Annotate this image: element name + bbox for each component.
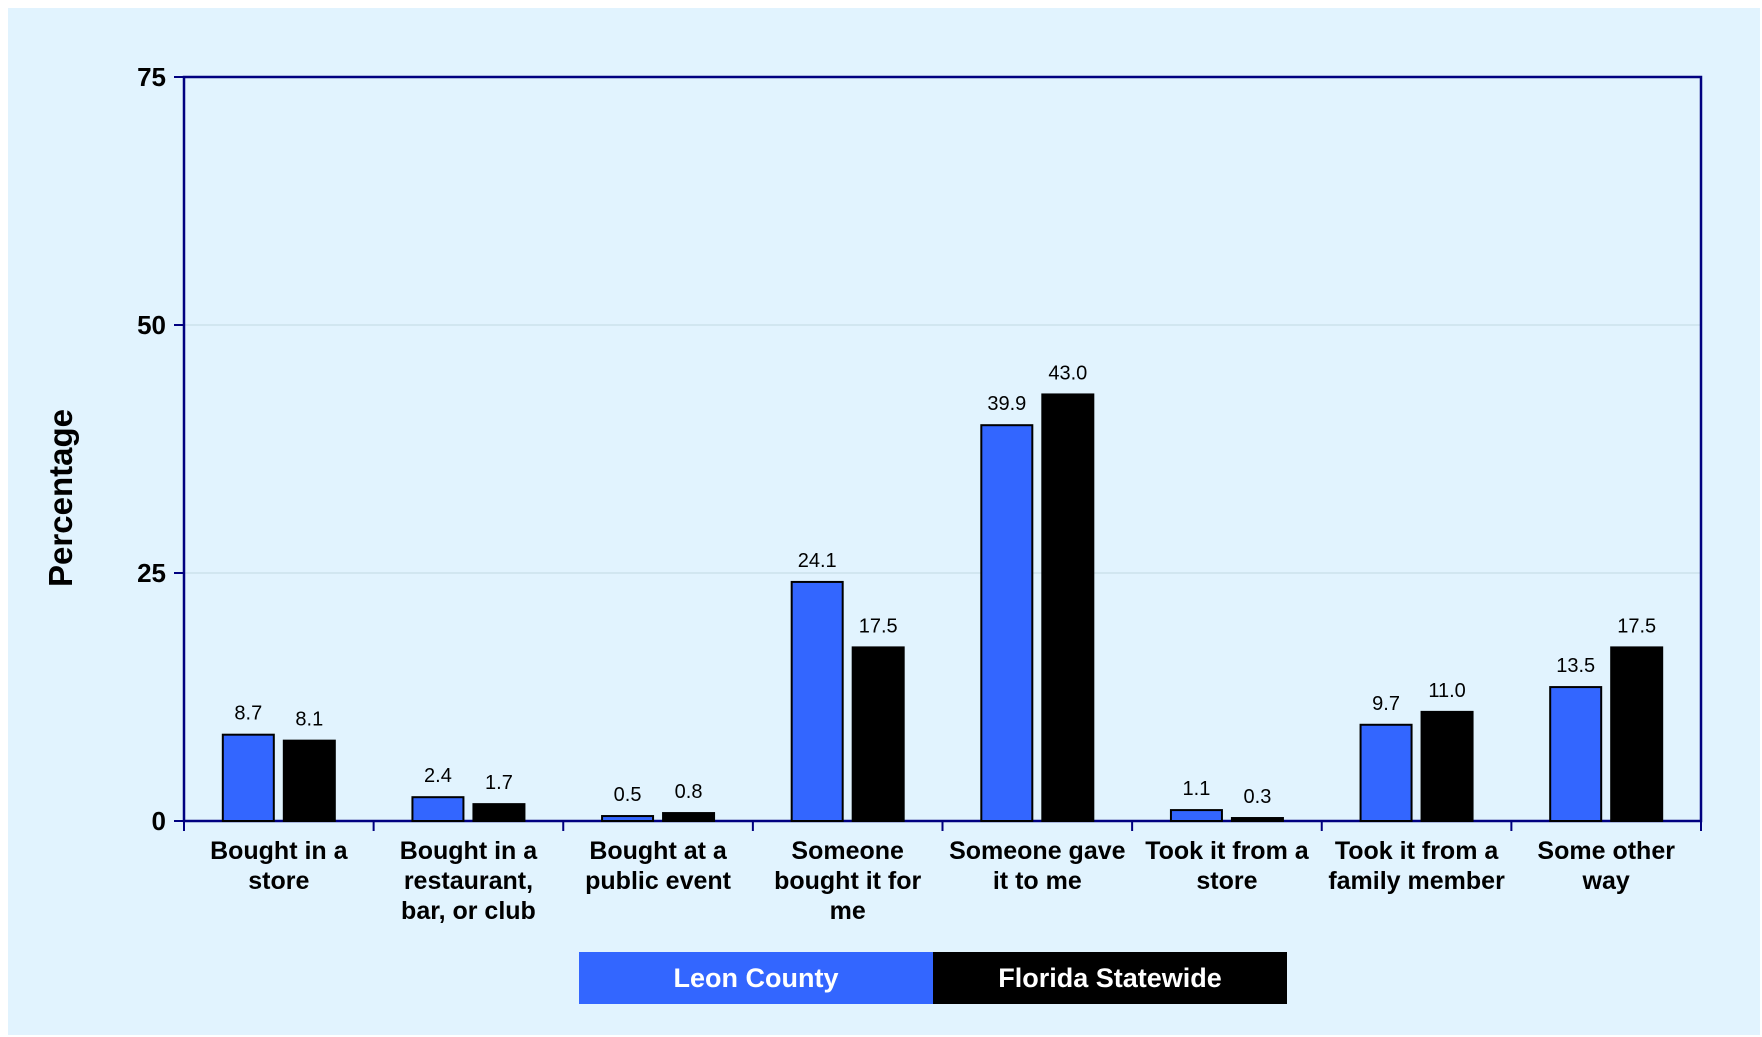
- bar: [472, 803, 526, 822]
- bar: [411, 796, 465, 823]
- data-label: 17.5: [1617, 615, 1656, 637]
- data-label: 0.8: [675, 781, 703, 803]
- y-tick-label: 25: [137, 558, 166, 588]
- data-label: 17.5: [859, 615, 898, 637]
- category-label-line: Bought in a: [400, 837, 539, 865]
- category-label-line: store: [248, 867, 309, 895]
- category-label-line: Someone: [791, 837, 904, 865]
- data-label: 2.4: [424, 765, 452, 787]
- y-tick-label: 50: [137, 310, 166, 340]
- bar: [221, 733, 275, 822]
- category-label-line: store: [1196, 867, 1257, 895]
- y-tick-labels: 0 25 50 75: [137, 62, 184, 836]
- bar: [980, 424, 1034, 822]
- bar: [1041, 393, 1095, 822]
- bar: [1359, 723, 1413, 822]
- category-label-line: Took it from a: [1335, 837, 1500, 865]
- bar: [1169, 809, 1223, 823]
- bar: [1230, 817, 1284, 822]
- bar: [851, 646, 905, 823]
- plot-border: [182, 75, 1703, 823]
- data-label: 11.0: [1428, 680, 1465, 702]
- data-label: 8.1: [295, 709, 323, 731]
- axes: [182, 75, 1703, 823]
- data-label: 39.9: [987, 393, 1026, 415]
- gridlines: [184, 324, 1701, 574]
- legend-item-leon-county: [579, 952, 933, 1004]
- bar: [662, 812, 716, 823]
- category-label-line: Took it from a: [1145, 837, 1310, 865]
- category-label: Someone bought it for me: [774, 837, 921, 925]
- chart-area: 0 25 50 75 8.7 8.1 2.4 1.7 0.5 0.8 24.1 17.5 39.9 43…: [8, 8, 1760, 1035]
- category-label-line: restaurant,: [404, 867, 533, 895]
- category-label: Someone gave it to me: [949, 837, 1126, 895]
- category-label-line: Someone gave: [949, 837, 1126, 865]
- x-tick-marks: [183, 821, 1702, 831]
- data-label: 8.7: [234, 703, 262, 725]
- bar: [282, 739, 336, 823]
- category-label-line: bought it for: [774, 867, 921, 895]
- category-label-line: public event: [585, 867, 732, 895]
- category-label-line: it to me: [993, 867, 1082, 895]
- data-label: 1.7: [485, 772, 513, 794]
- data-label: 0.3: [1244, 786, 1272, 808]
- category-label: Took it from a family member: [1328, 837, 1505, 895]
- category-label: Bought in a store: [210, 837, 349, 895]
- bar: [601, 815, 655, 822]
- y-axis-title: Percentage: [42, 409, 79, 587]
- data-labels: 8.7 8.1 2.4 1.7 0.5 0.8 24.1 17.5 39.9 43.0 1.1 0.3…: [234, 362, 1656, 808]
- category-label: Took it from a store: [1145, 837, 1310, 895]
- data-label: 9.7: [1372, 693, 1400, 715]
- legend-item-florida-statewide: [933, 952, 1287, 1004]
- data-label: 43.0: [1048, 362, 1087, 384]
- bar: [790, 580, 844, 822]
- data-label: 13.5: [1556, 655, 1595, 677]
- bars: [221, 393, 1664, 823]
- data-label: 24.1: [798, 550, 837, 572]
- category-label: Bought at a public event: [585, 837, 732, 895]
- legend: Leon County Florida Statewide: [579, 952, 1287, 1004]
- category-label-line: Bought at a: [589, 837, 728, 865]
- legend-label-leon-county: Leon County: [674, 963, 839, 993]
- category-label-line: bar, or club: [401, 897, 536, 925]
- category-label-line: Some other: [1537, 837, 1675, 865]
- y-tick-label: 0: [152, 806, 166, 836]
- category-label-line: family member: [1328, 867, 1505, 895]
- bar: [1420, 710, 1474, 823]
- bar: [1610, 646, 1664, 823]
- data-label: 0.5: [614, 784, 642, 806]
- category-label-line: way: [1582, 867, 1630, 895]
- category-label: Some other way: [1537, 837, 1675, 895]
- category-label: Bought in a restaurant, bar, or club: [400, 837, 539, 925]
- y-tick-label: 75: [137, 62, 166, 92]
- category-label-line: me: [830, 897, 866, 925]
- legend-label-florida-statewide: Florida Statewide: [998, 963, 1222, 993]
- bar-chart: 0 25 50 75 8.7 8.1 2.4 1.7 0.5 0.8 24.1 17.5 39.9 43…: [42, 62, 1703, 1004]
- category-label-line: Bought in a: [210, 837, 349, 865]
- bar: [1549, 686, 1603, 823]
- data-label: 1.1: [1183, 778, 1211, 800]
